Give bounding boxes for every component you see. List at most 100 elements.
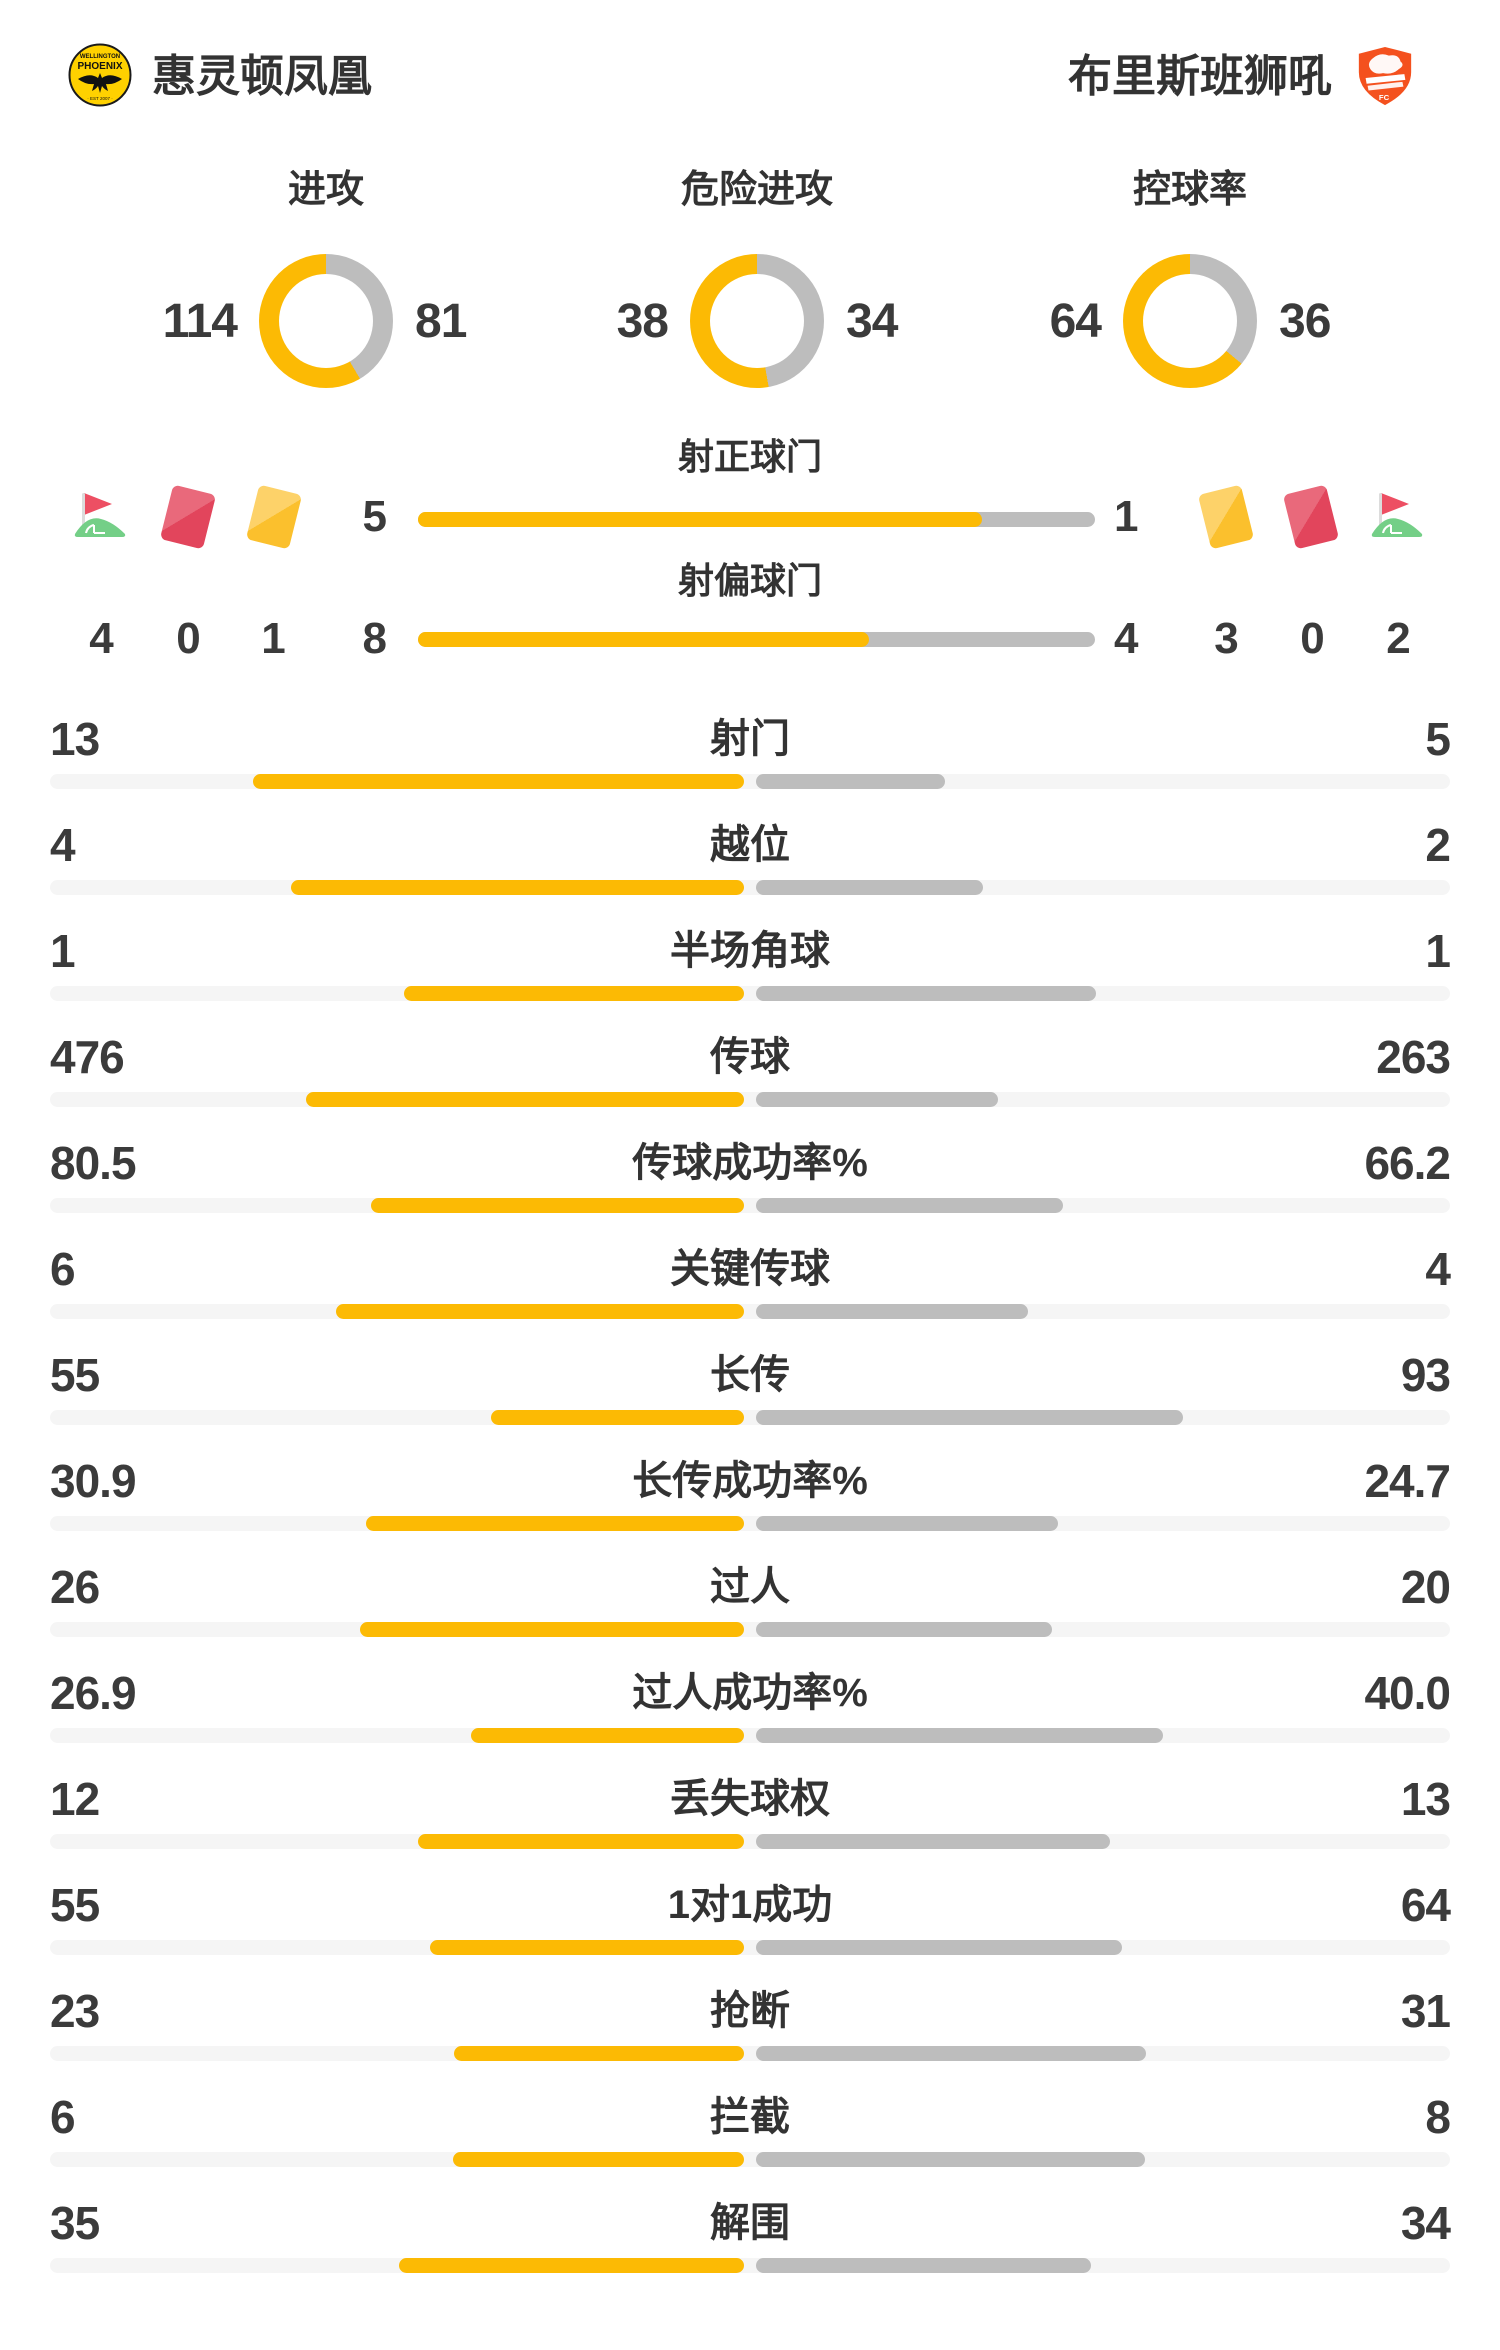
donut-possession: 控球率 64 36	[980, 165, 1400, 388]
home-red-cards-count: 0	[176, 614, 200, 663]
away-team-name[interactable]: 布里斯班狮吼	[1068, 52, 1332, 101]
stat-away-value: 93	[1400, 1349, 1451, 1401]
stat-away-value: 20	[1400, 1561, 1451, 1613]
stat-bar-home	[399, 2258, 744, 2273]
stat-label: 射门	[710, 717, 790, 761]
stat-home-value: 12	[50, 1773, 100, 1825]
donut-chart	[690, 254, 824, 388]
stat-bar-away	[756, 1940, 1122, 1955]
stat-bar-home	[404, 986, 744, 1001]
donut-away-value: 81	[415, 294, 467, 348]
stat-bar-track	[50, 1198, 1450, 1213]
stat-bar-away	[756, 2258, 1091, 2273]
stat-away-value: 31	[1400, 1985, 1451, 2037]
stat-home-value: 30.9	[50, 1455, 137, 1507]
shots-on-target-away-value: 1	[1114, 492, 1138, 541]
svg-text:· EST 2007 ·: · EST 2007 ·	[87, 96, 112, 101]
home-team-logo phoenix-crest-icon[interactable]: WELLINGTON PHOENIX · EST 2007 ·	[68, 43, 132, 107]
stat-bar-home	[306, 1092, 744, 1107]
donut-title: 危险进攻	[680, 169, 833, 211]
stat-home-value: 26.9	[50, 1667, 137, 1719]
donut-title: 进攻	[287, 169, 364, 211]
stat-label: 半场角球	[670, 929, 830, 973]
stat-away-value: 8	[1425, 2091, 1451, 2143]
shots-on-target-label: 射正球门	[677, 436, 822, 477]
stat-label: 解围	[710, 2201, 790, 2245]
stat-bar-away	[756, 986, 1096, 1001]
stat-label: 越位	[710, 823, 790, 867]
stat-bar-home	[253, 774, 744, 789]
stat-bar-home	[491, 1410, 744, 1425]
shots-off-target-label: 射偏球门	[677, 560, 822, 601]
away-corner-flag-icon	[1371, 493, 1423, 537]
away-corners-count: 2	[1386, 614, 1410, 663]
stat-bar-track	[50, 1516, 1450, 1531]
stat-bar-track	[50, 1622, 1450, 1637]
stat-away-value: 34	[1400, 2197, 1451, 2249]
stat-bar-away	[756, 1834, 1110, 1849]
stat-home-value: 55	[50, 1349, 100, 1401]
stat-bar-track	[50, 1834, 1450, 1849]
stat-bar-away	[756, 1410, 1183, 1425]
stat-away-value: 66.2	[1364, 1137, 1451, 1189]
stat-bar-track	[50, 1304, 1450, 1319]
stat-bar-away	[756, 1622, 1052, 1637]
stat-bar-track	[50, 2046, 1450, 2061]
donut-chart	[1123, 254, 1257, 388]
stat-bar-track	[50, 880, 1450, 895]
stat-label: 丢失球权	[670, 1777, 830, 1821]
shots-on-target-bar	[418, 512, 1095, 527]
donut-dangerous-attacks: 危险进攻 38 34	[547, 165, 967, 388]
stat-away-value: 13	[1400, 1773, 1451, 1825]
shots-off-target-away-value: 4	[1114, 614, 1138, 663]
donut-attacks: 进攻 114 81	[116, 165, 536, 388]
stat-label: 长传	[710, 1353, 790, 1397]
stat-home-value: 6	[50, 1243, 76, 1295]
stat-bar-home	[418, 1834, 744, 1849]
stat-label: 过人	[710, 1565, 790, 1609]
home-yellow-cards-count: 1	[261, 614, 285, 663]
stat-home-value: 476	[50, 1031, 125, 1083]
stat-home-value: 1	[50, 925, 76, 977]
away-red-cards-count: 0	[1300, 614, 1324, 663]
stat-home-value: 55	[50, 1879, 100, 1931]
stat-away-value: 2	[1425, 819, 1451, 871]
stat-home-value: 80.5	[50, 1137, 137, 1189]
home-team-name[interactable]: 惠灵顿凤凰	[152, 52, 372, 101]
donut-away-value: 34	[846, 294, 898, 348]
stat-label: 1对1成功	[667, 1883, 833, 1927]
donut-title: 控球率	[1132, 169, 1247, 211]
svg-text:WELLINGTON: WELLINGTON	[80, 54, 120, 60]
stat-bar-away	[756, 1728, 1163, 1743]
stat-label: 长传成功率%	[632, 1459, 868, 1503]
stat-bar-away	[756, 880, 983, 895]
shots-on-target-home-value: 5	[362, 492, 387, 541]
stat-away-value: 1	[1425, 925, 1451, 977]
shots-on-target-bar-home-fill	[418, 512, 982, 527]
donut-chart	[259, 254, 393, 388]
stat-bar-home	[454, 2046, 744, 2061]
stat-bar-home	[366, 1516, 744, 1531]
stat-bar-track	[50, 2258, 1450, 2273]
stat-home-value: 35	[50, 2197, 100, 2249]
svg-text:FC: FC	[1379, 93, 1390, 102]
stat-bar-track	[50, 1940, 1450, 1955]
shots-off-target-bar	[418, 632, 1095, 647]
stat-bar-track	[50, 986, 1450, 1001]
away-team-logo roar-crest-icon[interactable]: FC	[1354, 45, 1416, 107]
stat-bar-track	[50, 1728, 1450, 1743]
stat-away-value: 263	[1376, 1031, 1451, 1083]
donut-home-value: 64	[1049, 294, 1102, 348]
stat-home-value: 23	[50, 1985, 100, 2037]
stat-label: 传球	[710, 1035, 790, 1079]
stat-bar-away	[756, 1198, 1063, 1213]
stat-bar-home	[371, 1198, 744, 1213]
stat-away-value: 24.7	[1364, 1455, 1451, 1507]
stat-bar-home	[291, 880, 744, 895]
stat-home-value: 13	[50, 713, 100, 765]
stat-label: 拦截	[710, 2095, 790, 2139]
home-corner-flag-icon	[74, 493, 126, 537]
stat-bar-away	[756, 2046, 1146, 2061]
donut-home-value: 38	[616, 294, 669, 348]
